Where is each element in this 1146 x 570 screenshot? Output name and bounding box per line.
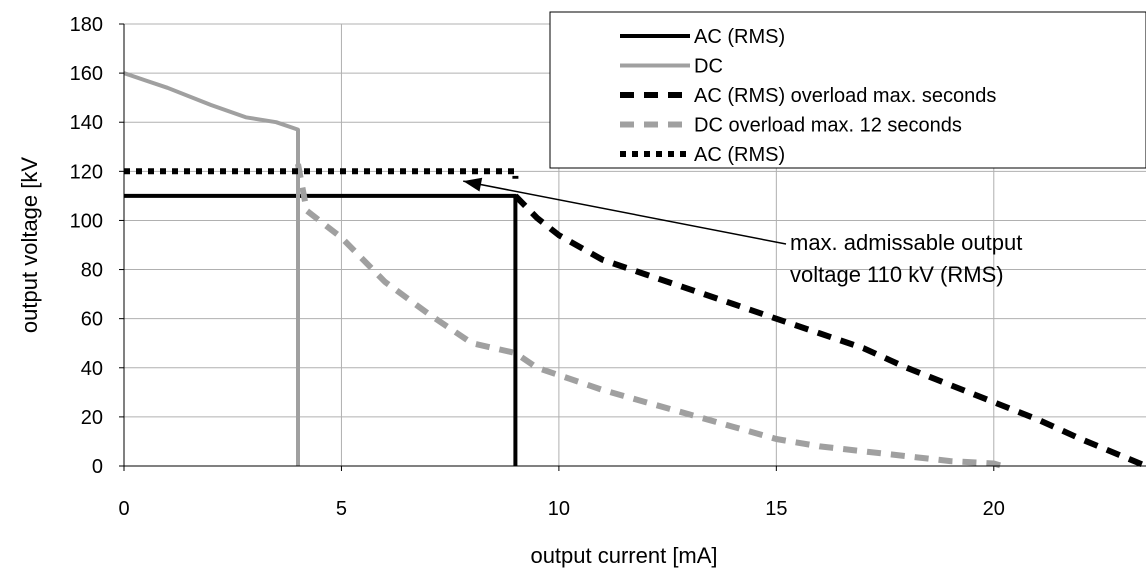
legend-label-5: AC (RMS): [694, 144, 785, 166]
annotation-arrowhead: [463, 177, 483, 192]
axes: [119, 23, 1146, 471]
y-tick-label: 60: [81, 309, 103, 331]
x-tick-label: 0: [118, 498, 129, 520]
y-tick-label: 100: [70, 210, 103, 232]
annotation-line-1: max. admissable output: [790, 230, 1022, 255]
legend: AC (RMS) DC AC (RMS) overload max. seconds…: [549, 11, 1146, 169]
tick-labels: 0 5 10 15 20 0 20 40 60 80 100 120 140 160 180: [70, 14, 1005, 520]
y-tick-label: 0: [92, 456, 103, 478]
x-axis-title: output current [mA]: [530, 543, 717, 568]
x-tick-label: 10: [548, 498, 570, 520]
legend-label-2: DC: [694, 56, 723, 78]
series-line-5: [124, 168, 519, 179]
series-line-4: [295, 163, 1004, 469]
series-line-3: [513, 193, 1146, 469]
x-tick-label: 20: [983, 498, 1005, 520]
y-axis-title: output voltage [kV: [17, 157, 42, 333]
series-line-2: [123, 71, 300, 466]
y-tick-label: 180: [70, 14, 103, 36]
y-tick-label: 120: [70, 161, 103, 183]
y-tick-label: 140: [70, 112, 103, 134]
legend-label-1: AC (RMS): [694, 26, 785, 48]
y-tick-label: 40: [81, 358, 103, 380]
y-tick-label: 20: [81, 407, 103, 429]
annotation-line-2: voltage 110 kV (RMS): [790, 262, 1004, 287]
series-group: [123, 71, 1146, 469]
legend-label-4: DC overload max. 12 seconds: [694, 115, 962, 137]
annotation-arrow-line: [463, 180, 787, 245]
legend-label-3: AC (RMS) overload max. seconds: [694, 85, 996, 107]
x-tick-label: 15: [765, 498, 787, 520]
x-tick-label: 5: [336, 498, 347, 520]
y-tick-label: 80: [81, 260, 103, 282]
y-tick-label: 160: [70, 63, 103, 85]
annotation: max. admissable output voltage 110 kV (R…: [463, 177, 1022, 287]
